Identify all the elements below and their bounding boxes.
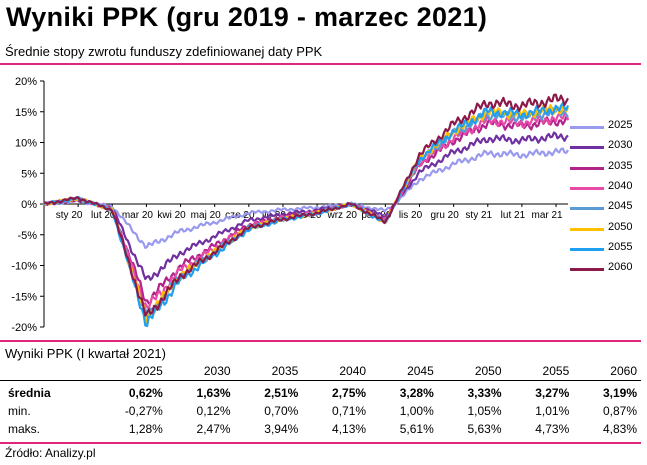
table-cell: 3,94% (264, 422, 299, 436)
x-tick-label: gru 20 (430, 210, 459, 221)
y-tick-label: 5% (21, 168, 37, 180)
legend-swatch (570, 207, 604, 211)
table-cell: 4,13% (332, 422, 367, 436)
y-tick-label: -5% (17, 230, 37, 242)
table-cell: 5,63% (467, 422, 502, 436)
column-header: 2045 (370, 362, 438, 381)
column-header: 2040 (302, 362, 371, 381)
legend-item-2025: 2025 (570, 118, 645, 138)
column-header: 2060 (573, 362, 641, 381)
y-tick-label: 0% (21, 199, 37, 211)
table-cell: 3,28% (399, 386, 434, 400)
chart-subtitle: Średnie stopy zwrotu funduszy zdefiniowa… (5, 44, 323, 59)
table-corner-cell (0, 362, 92, 381)
legend-item-2050: 2050 (570, 220, 645, 240)
column-header: 2035 (234, 362, 303, 381)
results-table: 2025 2030 2035 2040 2045 2050 2055 2060 średnia… (0, 362, 641, 438)
row-label: min. (8, 404, 31, 418)
divider-bottom (0, 442, 641, 444)
table-row: maks. 1,28% 2,47% 3,94% 4,13% 5,61% 5,63% 4,73%… (0, 420, 641, 438)
series-line-2030 (43, 131, 569, 281)
legend-label: 2025 (608, 119, 633, 131)
line-chart: 20% 15% 10% 5% 0% -5% -10% -15% -20% sty 20 lut 2… (11, 76, 570, 334)
y-tick-label: -20% (11, 322, 37, 334)
table-cell: 1,28% (128, 422, 163, 436)
legend-item-2060: 2060 (570, 260, 645, 280)
y-tick-label: -10% (11, 261, 37, 273)
legend-item-2040: 2040 (570, 179, 645, 199)
table-cell: 1,05% (467, 404, 502, 418)
table-cell: 1,00% (399, 404, 434, 418)
legend-item-2055: 2055 (570, 240, 645, 260)
legend-item-2045: 2045 (570, 199, 645, 219)
x-tick-label: maj 20 (191, 210, 221, 221)
table-row: min. -0,27% 0,12% 0,70% 0,71% 1,00% 1,05% 1,01%… (0, 402, 641, 420)
legend-item-2030: 2030 (570, 138, 645, 158)
table-cell: 0,87% (602, 404, 637, 418)
legend-swatch (570, 146, 604, 150)
table-cell: 2,47% (196, 422, 231, 436)
table-cell: 4,73% (535, 422, 570, 436)
legend-swatch (570, 247, 604, 251)
table-cell: 5,61% (399, 422, 434, 436)
source-note: Źródło: Analizy.pl (5, 446, 96, 460)
divider-middle (0, 340, 641, 342)
table-cell: 2,75% (332, 386, 367, 400)
table-title: Wyniki PPK (I kwartał 2021) (5, 346, 166, 361)
column-header: 2050 (437, 362, 506, 381)
legend-label: 2050 (608, 220, 633, 233)
legend-label: 2055 (608, 240, 633, 253)
legend-swatch (570, 268, 604, 272)
y-tick-label: 20% (15, 76, 37, 88)
column-header: 2055 (505, 362, 574, 381)
legend-swatch (570, 126, 604, 129)
page-title: Wyniki PPK (gru 2019 - marzec 2021) (6, 2, 488, 32)
table-cell: 0,71% (332, 404, 367, 418)
y-tick-label: 15% (15, 107, 37, 119)
divider-top (0, 63, 641, 65)
table-cell: 0,12% (196, 404, 231, 418)
row-label: maks. (8, 422, 41, 436)
table-cell: 1,63% (196, 386, 231, 400)
series-line-2025 (43, 147, 569, 249)
legend-label: 2040 (608, 179, 633, 192)
legend-label: 2030 (608, 139, 633, 152)
legend-label: 2045 (608, 200, 633, 213)
column-header: 2025 (92, 362, 167, 381)
x-tick-label: lut 21 (501, 210, 526, 221)
table-cell: 2,51% (264, 386, 299, 400)
table-cell: 3,33% (467, 386, 502, 400)
legend-swatch (570, 166, 604, 170)
y-tick-label: 10% (15, 138, 37, 150)
table-body: średnia 0,62% 1,63% 2,51% 2,75% 3,28% 3,33% 3,2… (0, 381, 641, 439)
table-cell: 0,62% (128, 386, 163, 400)
table-cell: 4,83% (602, 422, 637, 436)
table-cell: -0,27% (124, 404, 163, 418)
table-header-row: 2025 2030 2035 2040 2045 2050 2055 2060 (0, 362, 641, 381)
x-tick-label: mar 21 (531, 210, 563, 221)
x-tick-label: lut 20 (91, 210, 116, 221)
legend-label: 2035 (608, 159, 633, 172)
row-label: średnia (8, 386, 51, 400)
legend-item-2035: 2035 (570, 159, 645, 179)
x-tick-label: kwi 20 (157, 210, 186, 221)
table-cell: 1,01% (535, 404, 570, 418)
table-cell: 0,70% (264, 404, 299, 418)
series-lines (43, 93, 570, 328)
y-tick-label: -15% (11, 291, 37, 303)
table-cell: 3,19% (602, 386, 637, 400)
x-tick-label: mar 20 (122, 210, 154, 221)
table-cell: 3,27% (535, 386, 570, 400)
legend-label: 2060 (608, 261, 633, 274)
series-line-2060 (43, 93, 569, 317)
table-row: średnia 0,62% 1,63% 2,51% 2,75% 3,28% 3,33% 3,2… (0, 381, 641, 403)
column-header: 2030 (166, 362, 235, 381)
legend-swatch (570, 227, 604, 231)
x-tick-label: wrz 20 (327, 210, 358, 221)
x-tick-label: sty 20 (56, 210, 83, 221)
y-axis: 20% 15% 10% 5% 0% -5% -10% -15% -20% (11, 76, 45, 334)
x-tick-label: lis 20 (399, 210, 423, 221)
legend-swatch (570, 186, 604, 190)
x-tick-label: sty 21 (465, 210, 492, 221)
